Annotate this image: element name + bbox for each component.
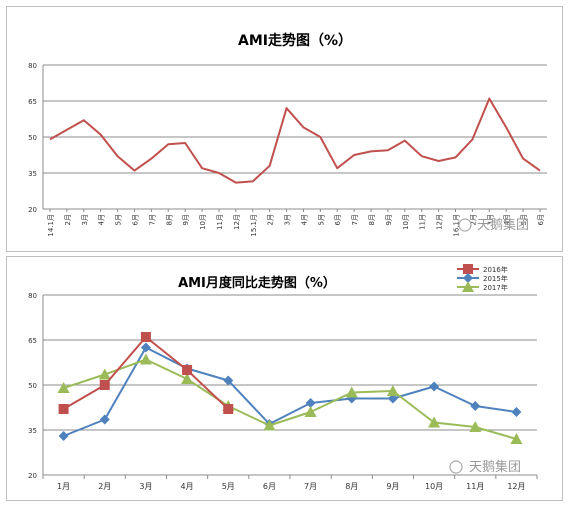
y-tick-label: 35 — [28, 427, 37, 435]
data-point — [57, 382, 70, 393]
x-tick-label: 4月 — [98, 214, 106, 225]
data-point — [305, 398, 316, 408]
bottom-chart-panel: AMI月度同比走势图（%） 20 35 50 65 80 1月 2月 3月 4月 5月 6月 7月 8月 9… — [6, 256, 563, 501]
data-point — [470, 401, 481, 411]
x-tick-label: 4月 — [300, 214, 308, 225]
x-tick-label: 1月 — [57, 482, 70, 491]
data-point — [140, 332, 151, 342]
x-tick-label: 3月 — [139, 482, 152, 491]
x-tick-label: 7月 — [148, 214, 156, 225]
legend-marker — [463, 264, 473, 274]
x-tick-label: 3月 — [284, 214, 292, 225]
legend-label: 2017年 — [483, 283, 508, 292]
data-point — [345, 386, 358, 398]
x-tick-label: 5月 — [520, 214, 528, 225]
x-tick-label: 2月 — [98, 482, 111, 491]
y-tick-label: 20 — [28, 472, 37, 480]
x-tick-label: 16.1月 — [453, 214, 461, 237]
chart-title: AMI走势图（%） — [238, 32, 352, 49]
x-tick-label: 12月 — [436, 214, 444, 230]
data-point — [223, 404, 234, 414]
x-tick-label: 11月 — [419, 214, 427, 230]
legend-marker — [463, 273, 473, 283]
x-tick-label: 12月 — [507, 482, 525, 491]
y-tick-label: 50 — [28, 382, 37, 390]
data-point — [58, 404, 69, 414]
x-tick-label: 2月 — [64, 214, 72, 225]
y-tick-label: 50 — [28, 134, 37, 142]
x-tick-label: 9月 — [182, 214, 190, 225]
x-tick-label: 10月 — [199, 214, 207, 230]
x-tick-label: 5月 — [222, 482, 235, 491]
x-tick-label: 3月 — [81, 214, 89, 225]
x-tick-label: 5月 — [115, 214, 123, 225]
data-point — [511, 407, 522, 417]
data-point — [182, 365, 193, 375]
data-point — [429, 381, 440, 392]
series-2015年 — [58, 342, 522, 441]
data-point — [510, 433, 523, 444]
data-point — [58, 431, 69, 441]
x-tick-label: 7月 — [351, 214, 359, 225]
y-tick-label: 80 — [28, 292, 37, 300]
legend-label: 2015年 — [483, 274, 508, 283]
ami-yoy-chart: AMI月度同比走势图（%） 20 35 50 65 80 1月 2月 3月 4月 5月 6月 7月 8月 9… — [28, 264, 538, 491]
watermark-text: 天鹅集团 — [477, 217, 529, 233]
data-point — [469, 421, 482, 432]
y-tick-label: 20 — [28, 206, 37, 214]
x-tick-label: 8月 — [345, 482, 358, 491]
y-tick-label: 35 — [28, 170, 37, 178]
top-chart-panel: AMI走势图（%） 20 35 50 65 80 14.1月 2月 3月 4月 5月 6月 7月 8月 9月… — [6, 6, 563, 252]
data-point — [99, 380, 110, 390]
data-point — [428, 416, 441, 428]
x-tick-label: 6月 — [334, 214, 342, 225]
x-tick-label: 14.1月 — [47, 214, 55, 237]
y-tick-label: 65 — [28, 337, 37, 345]
data-point — [386, 385, 399, 396]
x-tick-label: 4月 — [503, 214, 511, 225]
x-tick-label: 5月 — [317, 214, 325, 225]
x-tick-label: 3月 — [486, 214, 494, 225]
x-tick-label: 11月 — [466, 482, 484, 491]
legend-marker — [462, 281, 474, 292]
data-point — [223, 375, 234, 386]
series-line — [49, 97, 541, 184]
x-tick-label: 10月 — [402, 214, 410, 230]
x-tick-label: 15.1月 — [250, 214, 258, 237]
data-point — [304, 406, 317, 417]
series-line — [63, 358, 517, 440]
wechat-icon — [449, 460, 463, 474]
watermark-text: 天鹅集团 — [469, 459, 521, 475]
series-line — [63, 346, 517, 437]
wechat-icon — [458, 218, 472, 232]
legend-label: 2016年 — [483, 265, 508, 274]
x-tick-label: 2月 — [267, 214, 275, 225]
x-tick-label: 10月 — [425, 482, 443, 491]
data-point — [98, 368, 111, 380]
data-point — [99, 414, 110, 425]
data-point — [140, 342, 151, 353]
x-tick-label: 2月 — [469, 214, 477, 225]
x-tick-label: 4月 — [181, 482, 194, 491]
ami-trend-chart: AMI走势图（%） 20 35 50 65 80 14.1月 2月 3月 4月 5月 6月 7月 8月 9月… — [28, 32, 547, 237]
x-tick-label: 8月 — [165, 214, 173, 225]
x-tick-label: 6月 — [537, 214, 545, 225]
data-point — [139, 353, 152, 365]
x-tick-label: 7月 — [304, 482, 317, 491]
chart-title: AMI月度同比走势图（%） — [178, 275, 336, 291]
series-2016年 — [58, 332, 234, 414]
y-tick-label: 80 — [28, 62, 37, 70]
x-tick-label: 9月 — [386, 482, 399, 491]
x-tick-label: 6月 — [131, 214, 139, 225]
x-tick-label: 9月 — [385, 214, 393, 225]
y-tick-label: 65 — [28, 98, 37, 106]
x-tick-label: 8月 — [368, 214, 376, 225]
x-tick-label: 11月 — [216, 214, 224, 230]
x-tick-label: 12月 — [233, 214, 241, 230]
x-tick-label: 6月 — [263, 482, 276, 491]
data-point — [181, 373, 194, 384]
data-point — [263, 419, 276, 431]
